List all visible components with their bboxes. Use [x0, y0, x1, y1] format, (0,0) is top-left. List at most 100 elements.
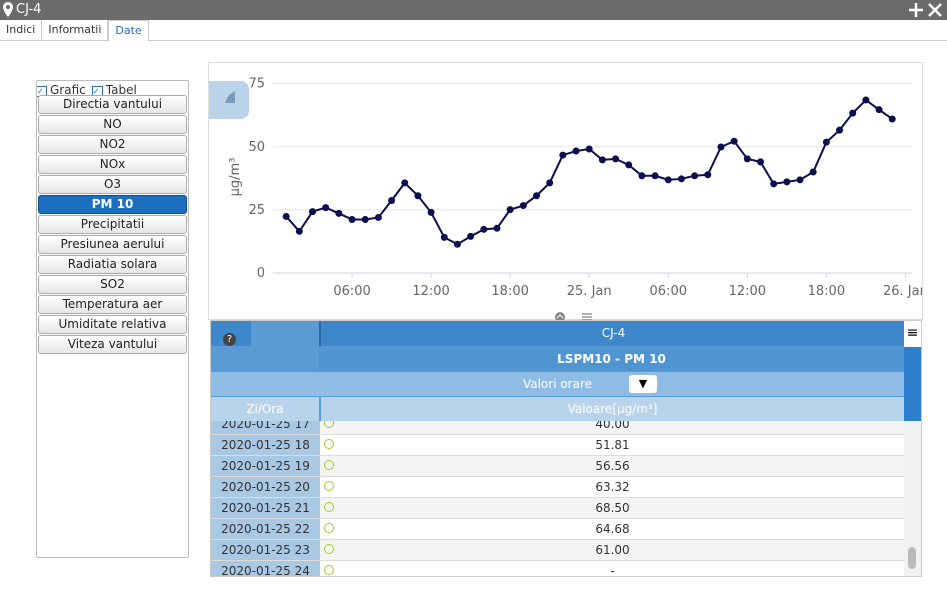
status-icon [324, 502, 334, 512]
data-point [572, 147, 580, 155]
parameter-button[interactable]: Umiditate relativa [38, 315, 187, 334]
data-point [730, 137, 738, 145]
column-header: Valoare[µg/m³] [321, 397, 904, 421]
value-cell: 68.50 [595, 501, 630, 515]
data-point [309, 208, 317, 216]
data-point [612, 155, 620, 163]
parameter-button[interactable]: PM 10 [38, 195, 187, 214]
table-caption: Valori orare [211, 372, 904, 396]
data-line [285, 98, 893, 246]
checkbox-label: Tabel [105, 83, 137, 97]
value-cell: 40.00 [595, 421, 630, 431]
tab[interactable]: Indici [0, 20, 43, 40]
x-tick-label: 26. Jan [883, 284, 922, 299]
tab[interactable]: Date [108, 20, 149, 42]
data-point [361, 215, 369, 223]
y-tick-label: 50 [248, 140, 265, 155]
parameter-button[interactable]: Directia vantului [38, 95, 187, 114]
table-body: 2020-01-25 17 40.00 2020-01-25 18 51.81 2020… [211, 421, 904, 576]
tab[interactable]: Informatii [42, 20, 109, 40]
parameter-button[interactable]: Presiunea aerului [38, 235, 187, 254]
parameter-button[interactable]: NO [38, 115, 187, 134]
data-point [506, 206, 514, 214]
data-point [414, 192, 422, 200]
checkboxes: ✓ Grafic ✓ Tabel [36, 79, 143, 98]
value-cell: 61.00 [595, 543, 630, 557]
export-icon [225, 91, 235, 103]
scroll-header [904, 347, 921, 421]
table-subtitle: LSPM10 - PM 10 [319, 347, 904, 371]
data-point [809, 168, 817, 176]
data-point [717, 143, 725, 151]
data-point [862, 96, 870, 104]
data-point [559, 151, 567, 159]
table-row: 2020-01-25 24 - [211, 561, 904, 576]
status-icon [324, 523, 334, 533]
data-point [625, 161, 633, 169]
date-cell: 2020-01-25 24 [211, 561, 320, 576]
data-point [374, 213, 382, 221]
y-tick-label: 0 [257, 266, 265, 281]
table-row: 2020-01-25 19 56.56 [211, 456, 904, 477]
data-point [651, 172, 659, 180]
y-tick-label: 75 [248, 77, 265, 92]
data-point [849, 109, 857, 117]
parameter-button[interactable]: Radiatia solara [38, 255, 187, 274]
data-point [743, 155, 751, 163]
pin-icon [3, 2, 13, 17]
status-icon [324, 565, 334, 575]
data-point [875, 106, 883, 114]
data-point [440, 233, 448, 241]
date-cell: 2020-01-25 22 [211, 519, 320, 539]
table-row: 2020-01-25 21 68.50 [211, 498, 904, 519]
checkbox-label: Grafic [50, 83, 86, 97]
data-point [348, 215, 356, 223]
data-point [480, 225, 488, 233]
parameter-button[interactable]: NOx [38, 155, 187, 174]
data-point [322, 204, 330, 212]
data-table: CJ-4 LSPM10 - PM 10 Valori orare ▼ Zi/Ora Val… [210, 320, 922, 577]
table-row: 2020-01-25 23 61.00 [211, 540, 904, 561]
window-controls[interactable] [903, 0, 943, 20]
data-point [427, 208, 435, 216]
status-icon [324, 481, 334, 491]
value-cell: - [610, 564, 615, 576]
table-row: 2020-01-25 20 63.32 [211, 477, 904, 498]
status-icon [324, 439, 334, 449]
parameter-button[interactable]: O3 [38, 175, 187, 194]
chart-box: 0 25 50 75 06:00 12:00 18:00 25. Jan 06:00 12:00 1… [208, 62, 928, 320]
parameter-button[interactable]: SO2 [38, 275, 187, 294]
parameter-button[interactable]: Temperatura aer [38, 295, 187, 314]
data-point [388, 197, 396, 205]
data-point [822, 138, 830, 146]
date-cell: 2020-01-25 19 [211, 456, 320, 476]
status-icon [324, 544, 334, 554]
x-tick-label: 18:00 [808, 284, 845, 299]
data-point [664, 176, 672, 184]
x-tick-label: 06:00 [650, 284, 687, 299]
x-tick-label: 12:00 [412, 284, 449, 299]
data-point [836, 126, 844, 134]
date-cell: 2020-01-25 17 [211, 421, 320, 434]
parameter-button[interactable]: Viteza vantului [38, 335, 187, 354]
date-cell: 2020-01-25 18 [211, 435, 320, 455]
x-tick-label: 12:00 [729, 284, 766, 299]
data-point [598, 156, 606, 164]
x-tick-label: 25. Jan [567, 284, 612, 299]
date-cell: 2020-01-25 23 [211, 540, 320, 560]
data-point [519, 202, 527, 210]
table-row: 2020-01-25 18 51.81 [211, 435, 904, 456]
data-point [770, 180, 778, 188]
scroll-thumb [908, 547, 916, 569]
date-cell: 2020-01-25 20 [211, 477, 320, 497]
parameter-button[interactable]: NO2 [38, 135, 187, 154]
table-row: 2020-01-25 17 40.00 [211, 421, 904, 435]
data-point [888, 115, 896, 123]
y-axis-label: µg/m³ [228, 158, 243, 197]
window-title: CJ-4 [16, 2, 42, 17]
title-bar: CJ-4 [0, 0, 947, 20]
data-point [401, 179, 409, 187]
parameter-button[interactable]: Precipitatii [38, 215, 187, 234]
data-point [677, 175, 685, 183]
